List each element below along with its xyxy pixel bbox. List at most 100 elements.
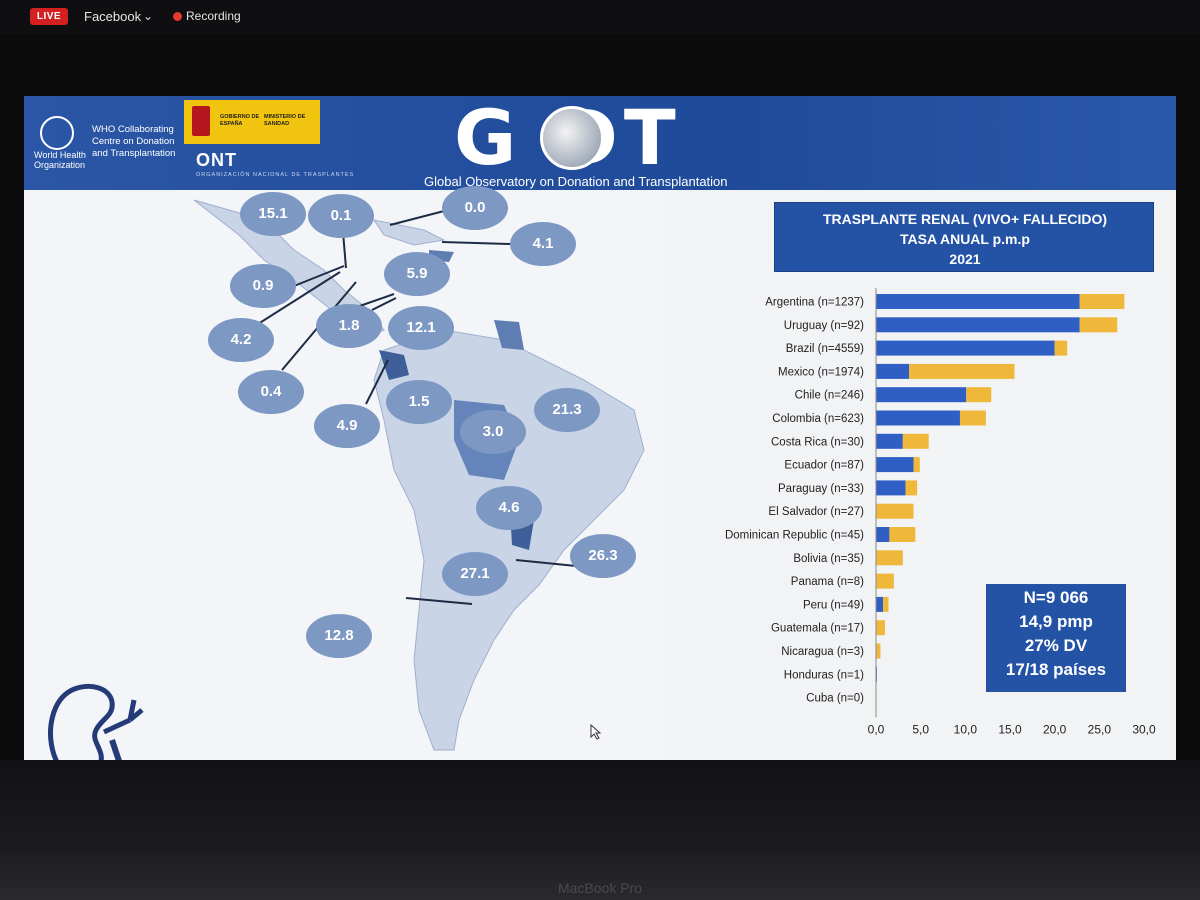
map-panel: 15.1 0.1 0.0 4.1 0.9 5.9 4.2 1.8 12.1 0.… bbox=[24, 186, 664, 764]
chevron-down-icon[interactable]: ⌄ bbox=[143, 9, 154, 23]
chart-title-box: TRASPLANTE RENAL (VIVO+ FALLECIDO) TASA … bbox=[774, 202, 1154, 272]
chart-title: TRASPLANTE RENAL (VIVO+ FALLECIDO) bbox=[822, 211, 1108, 227]
bar-deceased bbox=[902, 433, 929, 449]
category-label: Panama (n=8) bbox=[791, 576, 864, 588]
category-label: Chile (n=246) bbox=[795, 390, 865, 402]
x-tick-label: 30,0 bbox=[1132, 722, 1156, 736]
bar-living bbox=[876, 457, 914, 473]
bar-deceased bbox=[966, 387, 992, 403]
latin-america-map bbox=[193, 199, 645, 751]
category-label: Colombia (n=623) bbox=[772, 413, 864, 425]
category-label: Nicaragua (n=3) bbox=[781, 646, 864, 658]
summary-pmp: 14,9 pmp bbox=[1019, 612, 1093, 631]
bar-deceased bbox=[913, 457, 920, 473]
bar-deceased bbox=[1054, 340, 1068, 356]
map-bubble: 12.8 bbox=[306, 614, 372, 658]
gobierno-logo: GOBIERNO DE ESPAÑA MINISTERIO DE SANIDAD bbox=[184, 100, 320, 144]
category-label: Costa Rica (n=30) bbox=[771, 436, 864, 448]
kidney-transplant-bar-chart: Argentina (n=1237) Uruguay (n=92) Brazil (… bbox=[725, 288, 1156, 736]
map-bubble: 26.3 bbox=[570, 534, 636, 578]
bar-living bbox=[876, 294, 1080, 309]
map-bubble: 27.1 bbox=[442, 552, 508, 596]
category-label: Bolivia (n=35) bbox=[793, 553, 864, 565]
bar-living bbox=[876, 387, 967, 403]
map-bubble: 1.5 bbox=[386, 380, 452, 424]
bar-living bbox=[876, 363, 910, 379]
record-dot-icon bbox=[173, 12, 182, 21]
category-label: Honduras (n=1) bbox=[784, 669, 864, 681]
bar-deceased bbox=[883, 596, 889, 612]
ministerio-label: MINISTERIO DE SANIDAD bbox=[264, 114, 306, 127]
bar-deceased bbox=[889, 527, 916, 542]
bar-deceased bbox=[876, 643, 881, 659]
who-centre-label: WHO Collaborating Centre on Donation and… bbox=[92, 124, 176, 159]
laptop-bezel bbox=[0, 760, 1200, 900]
category-label: Paraguay (n=33) bbox=[778, 483, 864, 495]
category-label: Uruguay (n=92) bbox=[784, 320, 864, 332]
ont-logo: ONT bbox=[196, 150, 237, 170]
bar-deceased bbox=[1079, 294, 1125, 309]
map-bubble: 21.3 bbox=[534, 388, 600, 432]
summary-box: N=9 066 14,9 pmp 27% DV 17/18 países bbox=[986, 584, 1126, 692]
gobierno-label: GOBIERNO DE ESPAÑA bbox=[220, 114, 260, 127]
category-label: Peru (n=49) bbox=[803, 599, 864, 611]
bar-living bbox=[876, 410, 960, 426]
x-tick-label: 5,0 bbox=[912, 722, 929, 736]
bar-living bbox=[876, 480, 906, 496]
x-tick-label: 10,0 bbox=[954, 722, 978, 736]
ont-subtitle: ORGANIZACIÓN NACIONAL DE TRASPLANTES bbox=[196, 172, 355, 178]
bar-living bbox=[876, 527, 890, 542]
category-label: Brazil (n=4559) bbox=[786, 343, 864, 355]
slide-header: World Health Organization WHO Collaborat… bbox=[24, 96, 1176, 190]
bar-living bbox=[876, 433, 903, 449]
category-label: Ecuador (n=87) bbox=[784, 460, 864, 472]
bar-deceased bbox=[909, 363, 1015, 379]
chart-year: 2021 bbox=[949, 251, 981, 267]
map-bubble: 4.9 bbox=[314, 404, 380, 448]
category-label: Guatemala (n=17) bbox=[771, 623, 864, 635]
map-bubble: 0.1 bbox=[308, 194, 374, 238]
presentation-slide: World Health Organization WHO Collaborat… bbox=[24, 96, 1176, 764]
map-bubble: 1.8 bbox=[316, 304, 382, 348]
map-bubble: 4.2 bbox=[208, 318, 274, 362]
device-label: MacBook Pro bbox=[557, 880, 643, 896]
map-bubble: 4.6 bbox=[476, 486, 542, 530]
who-org-label: World Health Organization bbox=[34, 150, 86, 170]
category-label: Dominican Republic (n=45) bbox=[725, 530, 864, 542]
summary-dv: 27% DV bbox=[1024, 636, 1088, 655]
summary-total: N=9 066 bbox=[1023, 588, 1089, 607]
platform-selector[interactable]: Facebook bbox=[84, 9, 142, 24]
bar-deceased bbox=[905, 480, 918, 496]
globe-icon bbox=[540, 106, 604, 170]
x-tick-label: 0,0 bbox=[868, 722, 885, 736]
live-badge: LIVE bbox=[30, 8, 68, 25]
map-bubble: 3.0 bbox=[460, 410, 526, 454]
kidney-icon bbox=[48, 684, 144, 764]
category-label: El Salvador (n=27) bbox=[768, 506, 864, 518]
bar-deceased bbox=[876, 573, 894, 589]
spain-shield-icon bbox=[192, 106, 210, 136]
bar-deceased bbox=[876, 550, 903, 566]
bar-deceased bbox=[1079, 317, 1118, 333]
map-bubble: 5.9 bbox=[384, 252, 450, 296]
mouse-cursor-icon bbox=[590, 723, 602, 745]
who-emblem-icon bbox=[40, 116, 74, 150]
category-label: Argentina (n=1237) bbox=[765, 297, 864, 309]
stream-bar: LIVE Facebook ⌄ Recording bbox=[0, 0, 1200, 34]
bar-living bbox=[876, 340, 1055, 356]
chart-panel: TRASPLANTE RENAL (VIVO+ FALLECIDO) TASA … bbox=[664, 190, 1176, 764]
bar-deceased bbox=[959, 410, 986, 426]
map-bubble: 0.9 bbox=[230, 264, 296, 308]
map-bubble: 12.1 bbox=[388, 306, 454, 350]
godt-subtitle: Global Observatory on Donation and Trans… bbox=[424, 174, 728, 189]
x-tick-label: 25,0 bbox=[1088, 722, 1112, 736]
recording-label: Recording bbox=[186, 9, 241, 23]
summary-countries: 17/18 países bbox=[1005, 660, 1107, 679]
x-tick-label: 15,0 bbox=[998, 722, 1022, 736]
bar-living bbox=[876, 596, 884, 612]
bar-deceased bbox=[876, 620, 885, 636]
bar-deceased bbox=[876, 503, 914, 519]
category-label: Cuba (n=0) bbox=[806, 693, 864, 705]
map-bubble: 0.0 bbox=[442, 186, 508, 230]
map-bubble: 0.4 bbox=[238, 370, 304, 414]
